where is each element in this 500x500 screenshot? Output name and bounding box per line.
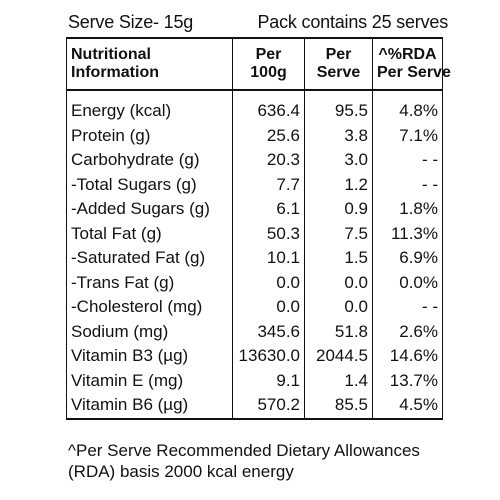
table-row: -Added Sugars (g) 6.1 0.9 1.8% bbox=[66, 197, 443, 222]
per-100g-value: 0.0 bbox=[232, 295, 305, 320]
rda-footnote: ^Per Serve Recommended Dietary Allowance… bbox=[68, 440, 468, 482]
header-perserve-line2: Serve bbox=[316, 64, 361, 81]
table-row: -Cholesterol (mg) 0.0 0.0 - - bbox=[66, 295, 443, 320]
rda-value: 14.6% bbox=[372, 344, 443, 369]
nutrient-name: -Saturated Fat (g) bbox=[66, 246, 233, 271]
nutrient-name: Vitamin B3 (µg) bbox=[66, 344, 233, 369]
nutrient-name: Protein (g) bbox=[66, 123, 233, 148]
header-rda-line1: ^%RDA bbox=[378, 46, 437, 63]
nutrient-name: Vitamin B6 (µg) bbox=[66, 393, 233, 420]
table-row: Protein (g) 25.6 3.8 7.1% bbox=[66, 123, 443, 148]
per-100g-value: 50.3 bbox=[232, 221, 305, 246]
per-100g-value: 636.4 bbox=[232, 90, 305, 124]
per-serve-value: 7.5 bbox=[304, 221, 373, 246]
rda-value: 1.8% bbox=[372, 197, 443, 222]
nutrient-name: Vitamin E (mg) bbox=[66, 368, 233, 393]
rda-value: 0.0% bbox=[372, 270, 443, 295]
per-serve-value: 0.0 bbox=[304, 295, 373, 320]
header-per-100g: Per 100g bbox=[232, 37, 305, 91]
per-serve-value: 0.0 bbox=[304, 270, 373, 295]
nutrient-name: -Total Sugars (g) bbox=[66, 172, 233, 197]
footnote-line-1: ^Per Serve Recommended Dietary Allowance… bbox=[68, 441, 420, 460]
pack-contains: Pack contains 25 serves bbox=[257, 11, 449, 32]
per-serve-value: 51.8 bbox=[304, 319, 373, 344]
rda-value: 4.5% bbox=[372, 393, 443, 420]
per-serve-value: 0.9 bbox=[304, 197, 373, 222]
nutrient-name: -Added Sugars (g) bbox=[66, 197, 233, 222]
header-nutrient-line2: Information bbox=[71, 64, 159, 81]
nutrient-name: Energy (kcal) bbox=[66, 90, 233, 124]
rda-value: 6.9% bbox=[372, 246, 443, 271]
rda-value: - - bbox=[372, 148, 443, 173]
table-row: Vitamin B3 (µg) 13630.0 2044.5 14.6% bbox=[66, 344, 443, 369]
per-serve-value: 95.5 bbox=[304, 90, 373, 124]
nutrient-name: -Trans Fat (g) bbox=[66, 270, 233, 295]
table-row: -Total Sugars (g) 7.7 1.2 - - bbox=[66, 172, 443, 197]
per-serve-value: 3.0 bbox=[304, 148, 373, 173]
table-row: Sodium (mg) 345.6 51.8 2.6% bbox=[66, 319, 443, 344]
header-per-serve: Per Serve bbox=[304, 37, 373, 91]
rda-value: 13.7% bbox=[372, 368, 443, 393]
per-100g-value: 25.6 bbox=[232, 123, 305, 148]
serve-size: Serve Size- 15g bbox=[68, 11, 194, 32]
nutrient-name: Total Fat (g) bbox=[66, 221, 233, 246]
header-rda-line2: Per Serve bbox=[377, 64, 451, 81]
nutrient-name: Sodium (mg) bbox=[66, 319, 233, 344]
rda-value: 7.1% bbox=[372, 123, 443, 148]
per-serve-value: 2044.5 bbox=[304, 344, 373, 369]
rda-value: - - bbox=[372, 295, 443, 320]
table-header-row: Nutritional Information Per 100g Per Ser… bbox=[66, 37, 451, 91]
table-row: Energy (kcal) 636.4 95.5 4.8% bbox=[66, 90, 443, 124]
header-nutrient-line1: Nutritional bbox=[71, 46, 151, 63]
rda-value: 11.3% bbox=[372, 221, 443, 246]
header-rda: ^%RDA Per Serve bbox=[372, 37, 451, 91]
nutrient-name: Carbohydrate (g) bbox=[66, 148, 233, 173]
nutrition-table: Nutritional Information Per 100g Per Ser… bbox=[66, 37, 451, 420]
per-serve-value: 85.5 bbox=[304, 393, 373, 420]
rda-value: 4.8% bbox=[372, 90, 443, 124]
table-row: -Trans Fat (g) 0.0 0.0 0.0% bbox=[66, 270, 443, 295]
rda-value: - - bbox=[372, 172, 443, 197]
per-100g-value: 9.1 bbox=[232, 368, 305, 393]
header-per100-line1: Per bbox=[255, 46, 282, 63]
per-serve-value: 1.2 bbox=[304, 172, 373, 197]
per-100g-value: 10.1 bbox=[232, 246, 305, 271]
per-serve-value: 3.8 bbox=[304, 123, 373, 148]
header-nutrient: Nutritional Information bbox=[66, 37, 233, 91]
table-row: Total Fat (g) 50.3 7.5 11.3% bbox=[66, 221, 443, 246]
table-row: Vitamin B6 (µg) 570.2 85.5 4.5% bbox=[66, 393, 443, 420]
footnote-line-2: (RDA) basis 2000 kcal energy bbox=[68, 462, 294, 481]
serving-info: Serve Size- 15g Pack contains 25 serves bbox=[68, 10, 448, 34]
per-100g-value: 20.3 bbox=[232, 148, 305, 173]
header-perserve-line1: Per bbox=[325, 46, 352, 63]
table-row: -Saturated Fat (g) 10.1 1.5 6.9% bbox=[66, 246, 443, 271]
per-100g-value: 0.0 bbox=[232, 270, 305, 295]
per-100g-value: 345.6 bbox=[232, 319, 305, 344]
rda-value: 2.6% bbox=[372, 319, 443, 344]
table-row: Carbohydrate (g) 20.3 3.0 - - bbox=[66, 148, 443, 173]
table-row: Vitamin E (mg) 9.1 1.4 13.7% bbox=[66, 368, 443, 393]
per-100g-value: 570.2 bbox=[232, 393, 305, 420]
header-per100-line2: 100g bbox=[250, 64, 287, 81]
per-serve-value: 1.5 bbox=[304, 246, 373, 271]
per-100g-value: 13630.0 bbox=[232, 344, 305, 369]
per-serve-value: 1.4 bbox=[304, 368, 373, 393]
per-100g-value: 7.7 bbox=[232, 172, 305, 197]
per-100g-value: 6.1 bbox=[232, 197, 305, 222]
nutrient-name: -Cholesterol (mg) bbox=[66, 295, 233, 320]
